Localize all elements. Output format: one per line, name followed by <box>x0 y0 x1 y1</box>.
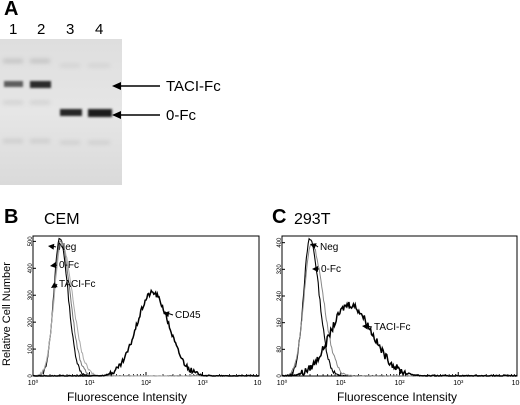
panel-c-chart: 0 80 160 240 320 400 10⁰ 10¹ 10² 10³ 10⁴ Neg 0-Fc TAC… <box>277 235 520 387</box>
annotation-label: 0-Fc <box>321 264 341 275</box>
lane-number: 1 <box>9 21 18 38</box>
y-tick-label: 100 <box>28 343 34 354</box>
plot-frame <box>281 235 518 377</box>
zero-fc-band-label: 0-Fc <box>166 107 196 124</box>
lane-number: 2 <box>37 21 46 38</box>
gel-band <box>88 109 112 117</box>
gel-arrows <box>112 82 160 119</box>
annotation-label: TACI-Fc <box>374 322 410 333</box>
annotation: Neg <box>310 242 338 253</box>
x-tick-label: 10³ <box>197 380 208 387</box>
panel-a-letter: A <box>4 0 19 20</box>
annotation: 0-Fc <box>312 264 341 275</box>
y-tick-label: 500 <box>28 236 34 247</box>
gel-band <box>4 81 23 87</box>
y-tick-label: 200 <box>28 316 34 327</box>
panel-b-letter: B <box>4 206 19 228</box>
histogram-series-cd45 <box>32 288 260 377</box>
x-tick-label: 10² <box>394 380 405 387</box>
lane-numbers: 1 2 3 4 <box>3 21 123 38</box>
histogram-series-0-fc <box>281 243 518 377</box>
annotation-label: Neg <box>58 242 76 253</box>
panel-c-letter: C <box>272 206 287 228</box>
gel-band <box>60 109 82 116</box>
panel-c-xlabel: Fluorescence Intensity <box>337 390 458 404</box>
gel-band <box>30 81 51 88</box>
x-tick-label: 10⁴ <box>512 380 520 387</box>
lane-number: 4 <box>95 21 104 38</box>
x-tick-label: 10¹ <box>336 380 347 387</box>
panel-b-chart: 0 100 200 300 400 500 10⁰ 10¹ 10² 10³ 10⁴ Neg 0-Fc TA… <box>28 235 262 387</box>
annotation: 0-Fc <box>50 260 79 271</box>
y-tick-label: 0 <box>28 374 34 378</box>
x-tick-label: 10² <box>141 380 152 387</box>
y-tick-label: 0 <box>277 374 283 378</box>
x-tick-label: 10⁴ <box>254 380 262 387</box>
y-tick-label: 80 <box>277 345 283 352</box>
annotation: Neg <box>48 242 76 253</box>
x-tick-label: 10³ <box>453 380 464 387</box>
y-tick-label: 400 <box>28 263 34 274</box>
x-tick-label: 10⁰ <box>277 379 288 387</box>
y-tick-label: 160 <box>277 317 283 328</box>
y-tick-label: 320 <box>277 264 283 275</box>
x-tick-label: 10¹ <box>84 380 95 387</box>
y-tick-label: 400 <box>277 237 283 248</box>
x-tick-label: 10⁰ <box>28 379 39 387</box>
panel-b-title: CEM <box>44 211 80 228</box>
taci-fc-band-label: TACI-Fc <box>166 78 221 95</box>
lane-number: 3 <box>66 21 75 38</box>
annotation-label: 0-Fc <box>59 260 79 271</box>
annotation-label: TACI-Fc <box>59 279 95 290</box>
annotation-label: Neg <box>320 242 338 253</box>
annotation-label: CD45 <box>175 310 201 321</box>
panel-b-xlabel: Fluorescence Intensity <box>67 390 188 404</box>
annotation: TACI-Fc <box>362 322 410 333</box>
gel-image <box>0 39 122 185</box>
annotation: TACI-Fc <box>51 279 95 290</box>
y-tick-label: 300 <box>28 290 34 301</box>
annotation: CD45 <box>163 310 201 321</box>
y-tick-label: 240 <box>277 290 283 301</box>
histogram-series-taci-fc <box>281 301 518 378</box>
panel-c-title: 293T <box>294 211 331 228</box>
